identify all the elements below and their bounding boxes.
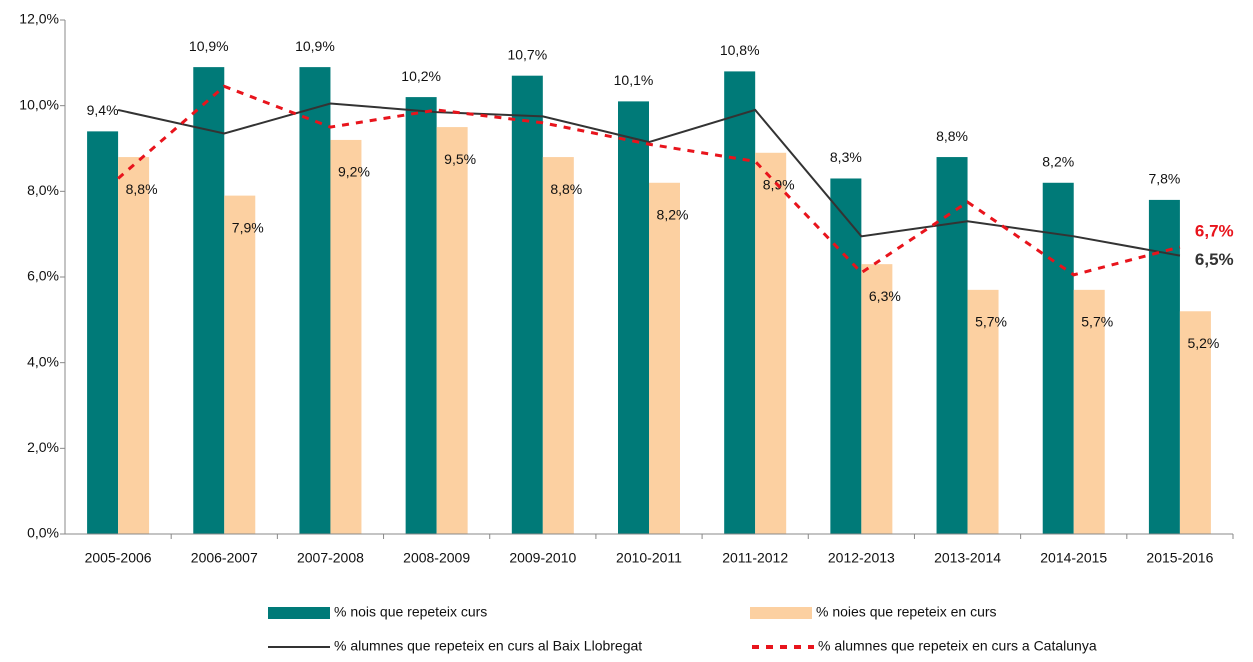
bar bbox=[1042, 182, 1074, 534]
data-label: 10,2% bbox=[401, 68, 441, 84]
y-tick-label: 2,0% bbox=[27, 439, 59, 455]
x-tick-label: 2015-2016 bbox=[1146, 550, 1213, 566]
data-label: 9,2% bbox=[338, 164, 370, 180]
legend-swatch bbox=[750, 607, 812, 619]
bar bbox=[1073, 289, 1105, 534]
data-label: 6,5% bbox=[1195, 250, 1234, 269]
y-tick-label: 10,0% bbox=[19, 96, 59, 112]
data-label: 6,7% bbox=[1195, 222, 1234, 241]
data-label: 10,1% bbox=[614, 72, 654, 88]
data-label: 7,8% bbox=[1148, 171, 1180, 187]
bar bbox=[436, 127, 468, 534]
data-label: 10,8% bbox=[720, 42, 760, 58]
legend-label: % nois que repeteix curs bbox=[334, 604, 487, 620]
bar bbox=[1179, 311, 1211, 534]
bar bbox=[330, 139, 362, 534]
x-tick-label: 2005-2006 bbox=[85, 550, 152, 566]
data-label: 10,7% bbox=[507, 46, 547, 62]
bar bbox=[830, 178, 862, 534]
x-tick-label: 2006-2007 bbox=[191, 550, 258, 566]
legend-label: % noies que repeteix en curs bbox=[816, 604, 997, 620]
bar bbox=[193, 67, 225, 534]
bar bbox=[542, 157, 574, 535]
bar bbox=[87, 131, 119, 534]
bar bbox=[861, 264, 893, 534]
data-label: 5,2% bbox=[1187, 335, 1219, 351]
x-tick-label: 2008-2009 bbox=[403, 550, 470, 566]
bar bbox=[967, 289, 999, 534]
bar bbox=[405, 97, 437, 534]
data-label: 5,7% bbox=[1081, 314, 1113, 330]
bar bbox=[618, 101, 649, 534]
bar bbox=[724, 71, 756, 535]
bar bbox=[299, 67, 331, 534]
y-tick-label: 4,0% bbox=[27, 353, 59, 369]
data-label: 8,2% bbox=[657, 206, 689, 222]
y-tick-label: 6,0% bbox=[27, 268, 59, 284]
x-tick-label: 2013-2014 bbox=[934, 550, 1001, 566]
y-tick-label: 0,0% bbox=[27, 525, 59, 541]
legend-swatch bbox=[268, 607, 330, 619]
data-label: 10,9% bbox=[295, 38, 335, 54]
line bbox=[117, 84, 1181, 277]
y-tick-label: 12,0% bbox=[19, 11, 59, 27]
data-label: 10,9% bbox=[189, 38, 229, 54]
bar bbox=[118, 157, 150, 535]
x-tick-label: 2007-2008 bbox=[297, 550, 364, 566]
bar bbox=[511, 75, 543, 534]
data-label: 5,7% bbox=[975, 314, 1007, 330]
data-label: 9,5% bbox=[444, 151, 476, 167]
legend-label: % alumnes que repeteix en curs al Baix L… bbox=[334, 638, 642, 654]
x-tick-label: 2014-2015 bbox=[1040, 550, 1107, 566]
x-tick-label: 2011-2012 bbox=[722, 550, 788, 566]
data-label: 9,4% bbox=[87, 102, 119, 118]
bar bbox=[755, 152, 787, 535]
bar bbox=[649, 182, 680, 534]
data-label: 8,8% bbox=[550, 181, 582, 197]
x-tick-label: 2012-2013 bbox=[828, 550, 895, 566]
y-tick-label: 8,0% bbox=[27, 182, 59, 198]
legend-label: % alumnes que repeteix en curs a Catalun… bbox=[818, 638, 1097, 654]
x-tick-label: 2010-2011 bbox=[616, 550, 682, 566]
data-label: 8,3% bbox=[830, 149, 862, 165]
x-tick-label: 2009-2010 bbox=[509, 550, 576, 566]
data-label: 6,3% bbox=[869, 288, 901, 304]
data-label: 8,8% bbox=[126, 181, 158, 197]
data-label: 8,8% bbox=[936, 128, 968, 144]
data-label: 7,9% bbox=[232, 219, 264, 235]
bar bbox=[936, 157, 968, 535]
bar bbox=[224, 195, 256, 534]
data-label: 8,2% bbox=[1042, 153, 1074, 169]
